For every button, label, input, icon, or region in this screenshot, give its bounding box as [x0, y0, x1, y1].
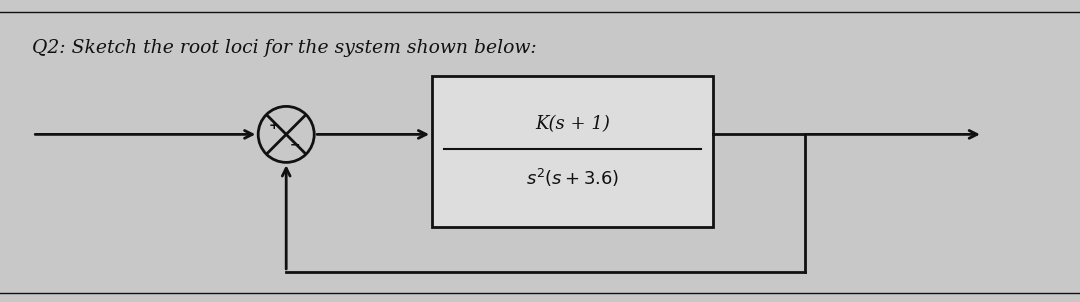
Text: K(s + 1): K(s + 1): [535, 115, 610, 133]
Text: $s^{2}(s + 3.6)$: $s^{2}(s + 3.6)$: [526, 167, 619, 189]
Text: −: −: [289, 139, 300, 152]
Text: +: +: [268, 119, 279, 132]
Text: Q2: Sketch the root loci for the system shown below:: Q2: Sketch the root loci for the system …: [32, 39, 537, 57]
FancyBboxPatch shape: [432, 76, 713, 226]
